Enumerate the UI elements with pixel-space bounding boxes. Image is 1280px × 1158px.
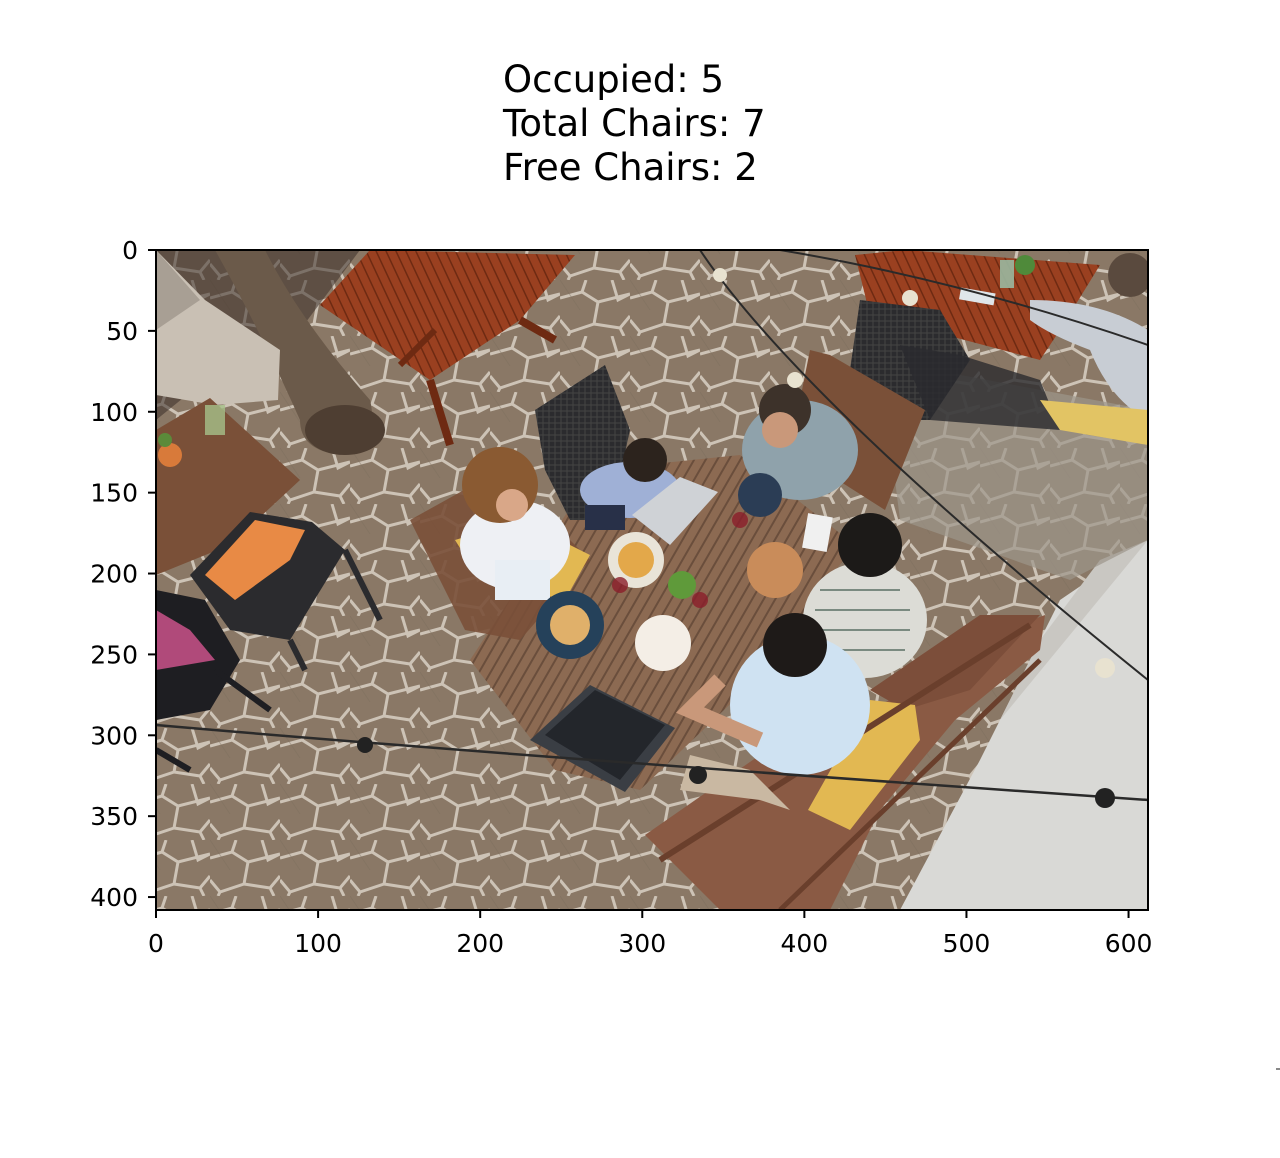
chair-count-title: Occupied: 5 Total Chairs: 7 Free Chairs:…	[503, 58, 766, 190]
y-tick-label: 400	[90, 883, 138, 912]
x-tick-label: 600	[1105, 929, 1153, 958]
y-axis: 0 50 100 150 200 250 300 350 400	[90, 236, 156, 912]
y-tick-label: 100	[90, 398, 138, 427]
y-tick-label: 50	[106, 317, 138, 346]
restaurant-photo	[156, 250, 1148, 910]
total-chairs-count: Total Chairs: 7	[503, 102, 766, 145]
plot-frame	[155, 249, 1149, 911]
free-chairs-count: Free Chairs: 2	[503, 146, 758, 189]
edge-mark	[1276, 1068, 1280, 1070]
x-axis: 0 100 200 300 400 500 600	[148, 910, 1152, 958]
x-tick-label: 300	[618, 929, 666, 958]
y-tick-label: 0	[122, 236, 138, 265]
y-tick-label: 150	[90, 479, 138, 508]
x-tick-label: 500	[943, 929, 991, 958]
y-tick-label: 350	[90, 802, 138, 831]
y-tick-label: 300	[90, 721, 138, 750]
occupied-count: Occupied: 5	[503, 58, 725, 101]
x-tick-label: 400	[781, 929, 829, 958]
x-tick-label: 200	[456, 929, 504, 958]
x-tick-label: 0	[148, 929, 164, 958]
y-tick-label: 250	[90, 640, 138, 669]
y-tick-label: 200	[90, 560, 138, 589]
x-tick-label: 100	[294, 929, 342, 958]
